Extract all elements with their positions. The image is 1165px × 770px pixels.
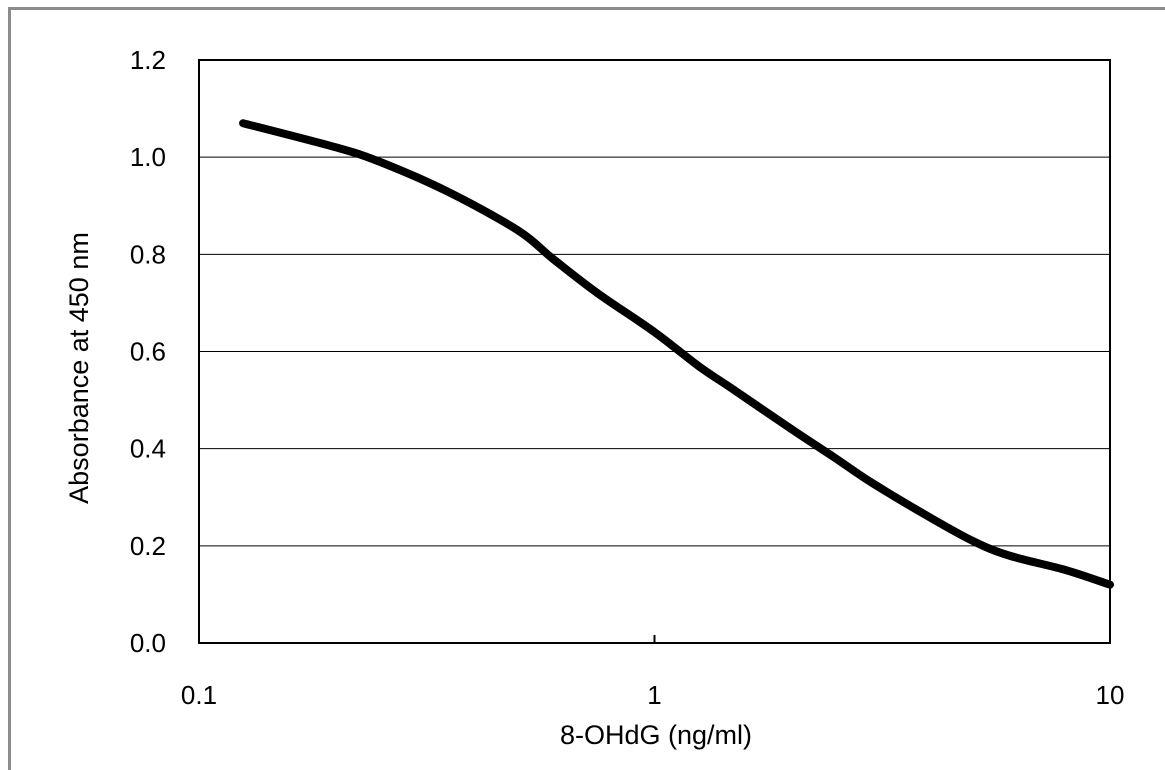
y-tick-label: 0.0 — [130, 628, 166, 658]
series-line — [239, 119, 1114, 589]
x-tick-label: 0.1 — [181, 680, 217, 710]
y-axis-label: Absorbance at 450 nm — [64, 232, 94, 504]
x-tick-label: 10 — [1096, 680, 1125, 710]
y-tick-label: 0.4 — [130, 434, 166, 464]
x-ticks: 0.1 1 10 — [181, 635, 1125, 710]
y-tick-label: 0.2 — [130, 531, 166, 561]
y-tick-label: 1.2 — [130, 45, 166, 75]
y-tick-labels: 0.0 0.2 0.4 0.6 0.8 1.0 1.2 — [130, 45, 166, 658]
x-tick-label: 1 — [647, 680, 661, 710]
y-tick-label: 0.6 — [130, 337, 166, 367]
x-axis-label: 8-OHdG (ng/ml) — [560, 720, 752, 750]
gridlines — [199, 156, 1110, 547]
y-tick-label: 1.0 — [130, 142, 166, 172]
y-tick-label: 0.8 — [130, 239, 166, 269]
